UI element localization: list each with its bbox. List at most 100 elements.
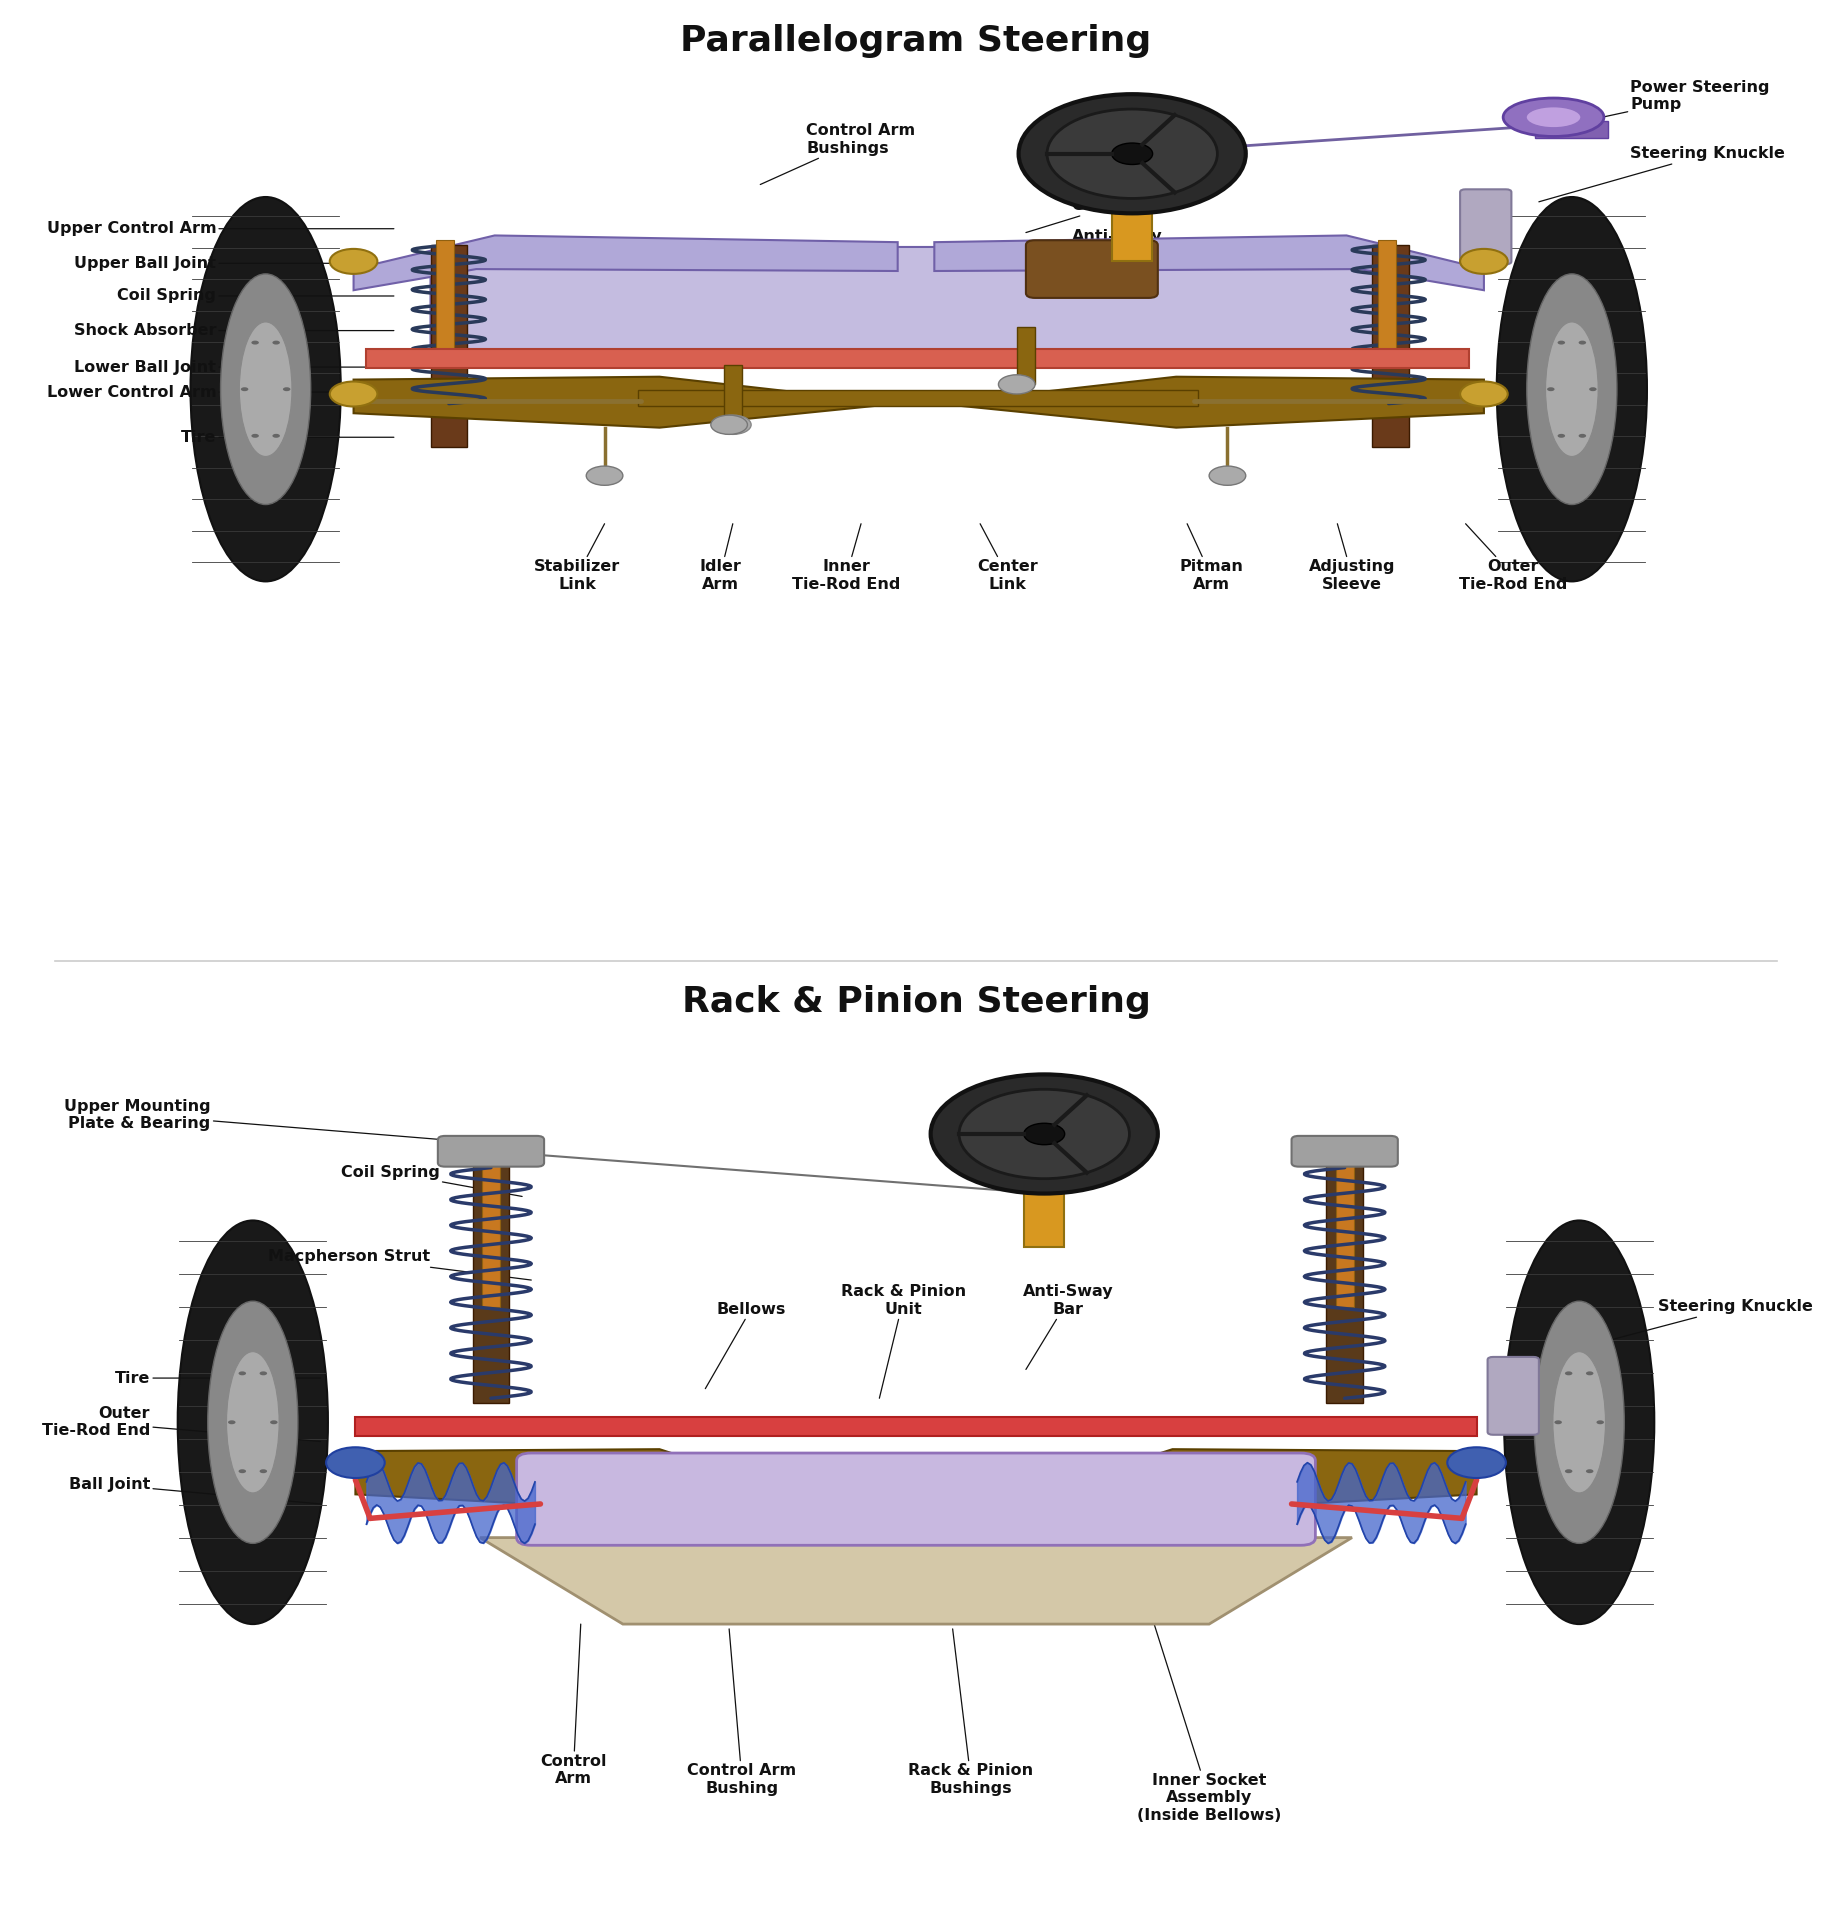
Bar <box>1378 240 1396 365</box>
Text: Outer
Tie-Rod End: Outer Tie-Rod End <box>1458 523 1568 592</box>
Circle shape <box>273 434 280 438</box>
Circle shape <box>1024 1122 1064 1146</box>
Polygon shape <box>354 377 898 427</box>
Polygon shape <box>934 236 1484 290</box>
Circle shape <box>1019 94 1246 213</box>
FancyBboxPatch shape <box>1292 1136 1398 1167</box>
Text: Tire: Tire <box>181 431 394 444</box>
Ellipse shape <box>1554 1351 1605 1493</box>
Text: Coil Spring: Coil Spring <box>117 288 394 304</box>
Text: Center
Link: Center Link <box>976 523 1039 592</box>
Text: Ball Joint: Ball Joint <box>70 1478 321 1503</box>
Circle shape <box>1112 142 1152 165</box>
Ellipse shape <box>1526 273 1618 504</box>
Text: Power Steering
Pump: Power Steering Pump <box>1566 81 1770 125</box>
Circle shape <box>273 340 280 344</box>
Circle shape <box>238 1468 245 1472</box>
Text: Control Arm
Bushings: Control Arm Bushings <box>760 123 916 185</box>
Bar <box>473 1153 509 1403</box>
Ellipse shape <box>240 321 291 456</box>
Circle shape <box>251 340 258 344</box>
Ellipse shape <box>1526 106 1581 127</box>
Text: Inner Socket
Assembly
(Inside Bellows): Inner Socket Assembly (Inside Bellows) <box>1138 1624 1281 1822</box>
Circle shape <box>269 1420 278 1424</box>
Bar <box>1326 1153 1363 1403</box>
Polygon shape <box>355 1449 769 1509</box>
Circle shape <box>1588 386 1598 392</box>
Circle shape <box>1565 1372 1572 1376</box>
Bar <box>638 390 1198 406</box>
Bar <box>1112 171 1152 261</box>
Circle shape <box>1460 248 1508 273</box>
Polygon shape <box>1063 1449 1477 1509</box>
Text: Parallelogram Steering: Parallelogram Steering <box>680 23 1152 58</box>
Ellipse shape <box>1504 1220 1654 1624</box>
Text: Steering Knuckle: Steering Knuckle <box>1554 1299 1814 1355</box>
Bar <box>1372 244 1409 446</box>
Text: Pitman
Arm: Pitman Arm <box>1180 523 1242 592</box>
Text: Shock Absorber: Shock Absorber <box>73 323 394 338</box>
Circle shape <box>1554 1420 1563 1424</box>
Ellipse shape <box>178 1220 328 1624</box>
Circle shape <box>1587 1468 1594 1472</box>
Bar <box>724 365 742 423</box>
Ellipse shape <box>191 196 341 580</box>
Bar <box>1535 121 1608 138</box>
Ellipse shape <box>1497 196 1647 580</box>
Ellipse shape <box>1533 1301 1625 1543</box>
Text: Lower Ball Joint: Lower Ball Joint <box>75 359 394 375</box>
Text: Rack & Pinion
Unit: Rack & Pinion Unit <box>841 1284 965 1399</box>
Bar <box>355 1417 1477 1436</box>
Bar <box>1017 327 1035 384</box>
Circle shape <box>330 248 377 273</box>
Bar <box>366 350 1469 369</box>
Text: Control
Arm: Control Arm <box>540 1624 606 1786</box>
Circle shape <box>1447 1447 1506 1478</box>
Circle shape <box>714 415 751 434</box>
Text: Steering Knuckle: Steering Knuckle <box>1539 146 1786 202</box>
Circle shape <box>1587 1372 1594 1376</box>
Circle shape <box>1596 1420 1605 1424</box>
Text: Coil Spring: Coil Spring <box>341 1165 522 1195</box>
Circle shape <box>238 1372 245 1376</box>
FancyBboxPatch shape <box>1488 1357 1539 1434</box>
Ellipse shape <box>227 1351 278 1493</box>
Text: Tire: Tire <box>115 1370 321 1386</box>
Text: Stabilizer
Link: Stabilizer Link <box>533 523 621 592</box>
Text: Upper Mounting
Plate & Bearing: Upper Mounting Plate & Bearing <box>64 1099 467 1142</box>
Circle shape <box>260 1468 267 1472</box>
Ellipse shape <box>1546 321 1598 456</box>
Text: Anti-Sway
Bar: Anti-Sway Bar <box>1017 229 1161 279</box>
Text: Inner
Tie-Rod End: Inner Tie-Rod End <box>791 523 901 592</box>
FancyBboxPatch shape <box>1026 240 1158 298</box>
Circle shape <box>586 465 623 484</box>
Bar <box>1336 1144 1354 1307</box>
Circle shape <box>240 386 249 392</box>
Bar <box>431 244 467 446</box>
Text: Bellows: Bellows <box>705 1301 786 1388</box>
Circle shape <box>711 415 747 434</box>
Circle shape <box>1565 1468 1572 1472</box>
Text: Rack & Pinion
Bushings: Rack & Pinion Bushings <box>909 1628 1033 1795</box>
Circle shape <box>227 1420 236 1424</box>
Circle shape <box>1557 340 1565 344</box>
Ellipse shape <box>207 1301 299 1543</box>
Text: Power Steering
Gearbox: Power Steering Gearbox <box>1026 181 1211 233</box>
Bar <box>1024 1151 1064 1247</box>
Text: Adjusting
Sleeve: Adjusting Sleeve <box>1308 523 1396 592</box>
Circle shape <box>1046 110 1216 198</box>
FancyBboxPatch shape <box>438 1136 544 1167</box>
Text: Upper Ball Joint: Upper Ball Joint <box>75 256 394 271</box>
Text: Lower Control Arm: Lower Control Arm <box>46 384 394 400</box>
Circle shape <box>1546 386 1555 392</box>
Text: Outer
Tie-Rod End: Outer Tie-Rod End <box>42 1407 321 1442</box>
Bar <box>482 1144 500 1307</box>
Circle shape <box>326 1447 385 1478</box>
Text: Upper Control Arm: Upper Control Arm <box>46 221 394 236</box>
FancyBboxPatch shape <box>517 1453 1315 1545</box>
Circle shape <box>1460 381 1508 406</box>
FancyBboxPatch shape <box>1460 188 1511 263</box>
Circle shape <box>931 1074 1158 1194</box>
Circle shape <box>1579 340 1587 344</box>
Text: Control Arm
Bushing: Control Arm Bushing <box>687 1628 797 1795</box>
